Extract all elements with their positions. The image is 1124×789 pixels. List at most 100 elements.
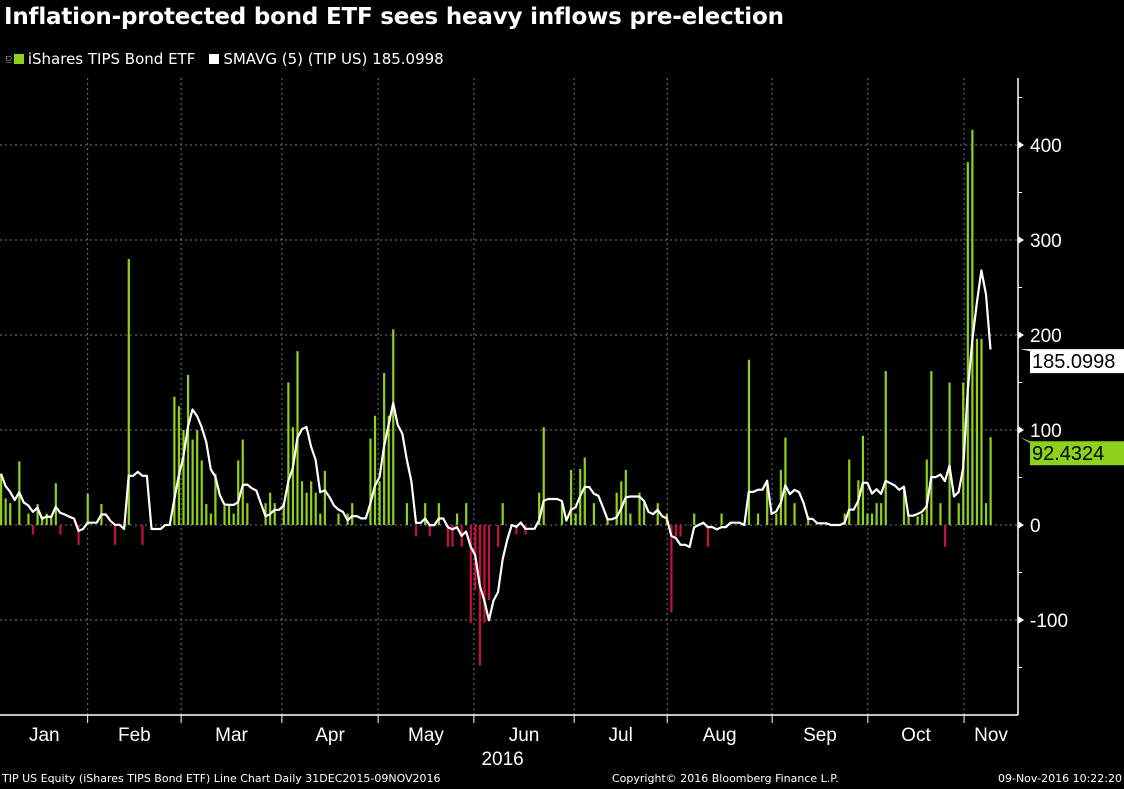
bar-positive bbox=[747, 359, 751, 525]
bar-positive bbox=[875, 503, 878, 525]
bar-positive bbox=[583, 457, 586, 525]
bar-positive bbox=[196, 430, 199, 525]
bar-positive bbox=[173, 396, 176, 525]
bar-positive bbox=[720, 513, 723, 525]
bar-positive bbox=[392, 329, 395, 525]
bar-positive bbox=[305, 492, 308, 525]
bar-negative bbox=[674, 525, 678, 537]
bar-positive bbox=[966, 162, 969, 525]
x-tick-label: Jan bbox=[29, 725, 60, 746]
bar-positive bbox=[54, 483, 57, 525]
bar-negative bbox=[706, 525, 709, 547]
bar-positive bbox=[930, 371, 933, 525]
bar-positive bbox=[9, 503, 12, 525]
bar-negative bbox=[487, 525, 491, 601]
bar-positive bbox=[642, 503, 646, 525]
bar-positive bbox=[310, 481, 313, 525]
legend-swatch-white bbox=[209, 54, 220, 64]
bar-positive bbox=[373, 415, 377, 525]
bar-positive bbox=[656, 503, 659, 525]
y-tick-mark bbox=[1018, 141, 1024, 149]
x-tick-label: Sep bbox=[803, 725, 837, 746]
bar-positive bbox=[237, 460, 240, 525]
bar-positive bbox=[191, 439, 194, 525]
bar-positive bbox=[369, 438, 372, 525]
bar-positive bbox=[300, 481, 304, 525]
bar-positive bbox=[405, 503, 409, 525]
x-tick-label: Oct bbox=[901, 725, 931, 746]
bar-positive bbox=[775, 513, 778, 525]
bar-positive bbox=[387, 415, 390, 525]
grid-lines bbox=[0, 78, 1018, 715]
bar-positive bbox=[4, 498, 7, 525]
chart-title: Inflation-protected bond ETF sees heavy … bbox=[4, 4, 784, 30]
bar-positive bbox=[848, 459, 851, 525]
bar-positive bbox=[0, 473, 3, 525]
bar-positive bbox=[538, 492, 541, 525]
bar-positive bbox=[784, 437, 787, 525]
bar-series bbox=[0, 129, 992, 666]
pin-icon[interactable]: ⫒ bbox=[6, 53, 12, 65]
bar-positive bbox=[984, 503, 988, 525]
y-tick-mark bbox=[1018, 331, 1024, 339]
x-axis-labels: Jan Feb Mar Apr May Jun Jul Aug Sep Oct Nov 2016 bbox=[29, 715, 1008, 770]
bar-positive bbox=[606, 518, 609, 525]
bar-positive bbox=[793, 503, 796, 525]
bar-positive bbox=[223, 506, 226, 525]
bar-positive bbox=[939, 503, 942, 525]
bar-positive bbox=[907, 516, 910, 525]
bar-positive bbox=[629, 513, 632, 525]
bar-positive bbox=[866, 513, 869, 525]
bar-negative bbox=[414, 525, 418, 537]
x-tick-label: Mar bbox=[215, 725, 248, 746]
bar-negative bbox=[478, 525, 481, 666]
bar-positive bbox=[50, 516, 53, 525]
bar-positive bbox=[27, 513, 30, 525]
bar-positive bbox=[456, 513, 459, 525]
bar-positive bbox=[766, 480, 769, 525]
y-tick-label: 300 bbox=[1030, 231, 1062, 252]
bar-positive bbox=[501, 503, 504, 525]
bar-positive bbox=[351, 503, 354, 525]
y-tick-label: 200 bbox=[1030, 326, 1062, 347]
bar-positive bbox=[948, 382, 951, 525]
y-tick-mark bbox=[1018, 521, 1024, 529]
bar-positive bbox=[228, 506, 231, 525]
bar-positive bbox=[779, 469, 782, 525]
footer-description: TIP US Equity (iShares TIPS Bond ETF) Li… bbox=[2, 772, 441, 785]
y-tick-label: 0 bbox=[1030, 516, 1041, 537]
bar-negative bbox=[141, 525, 144, 545]
y-tick-label: 100 bbox=[1030, 421, 1062, 442]
bar-positive bbox=[378, 481, 381, 525]
sma-line bbox=[0, 269, 992, 622]
x-tick-label: Apr bbox=[315, 725, 345, 746]
bar-negative bbox=[77, 525, 80, 545]
bar-positive bbox=[980, 338, 983, 525]
bar-negative bbox=[446, 525, 450, 547]
bar-positive bbox=[693, 513, 696, 525]
bar-positive bbox=[921, 513, 924, 525]
bar-positive bbox=[36, 504, 39, 525]
x-tick-label: Aug bbox=[703, 725, 737, 746]
footer-timestamp: 09-Nov-2016 10:22:20 bbox=[997, 772, 1122, 785]
bar-negative bbox=[59, 525, 62, 535]
y-axis-labels: -100 0 100 200 300 400 bbox=[1018, 97, 1068, 668]
y-tick-label: -100 bbox=[1030, 611, 1068, 632]
bar-negative bbox=[114, 525, 117, 545]
bar-positive bbox=[319, 513, 322, 525]
bar-positive bbox=[971, 129, 974, 526]
bar-positive bbox=[570, 469, 573, 525]
bar-positive bbox=[127, 259, 130, 525]
legend-series1: iShares TIPS Bond ETF bbox=[27, 50, 196, 68]
x-tick-label: Jun bbox=[509, 725, 540, 746]
bar-positive bbox=[807, 516, 810, 525]
legend: ⫒ iShares TIPS Bond ETF SMAVG (5) (TIP U… bbox=[6, 50, 444, 68]
bar-positive bbox=[620, 481, 623, 525]
bar-positive bbox=[916, 516, 919, 525]
bar-positive bbox=[437, 503, 440, 525]
bar-negative bbox=[515, 525, 518, 535]
year-label: 2016 bbox=[481, 749, 523, 770]
legend-series2: SMAVG (5) (TIP US) 185.0998 bbox=[223, 50, 444, 68]
bar-positive bbox=[574, 513, 577, 525]
